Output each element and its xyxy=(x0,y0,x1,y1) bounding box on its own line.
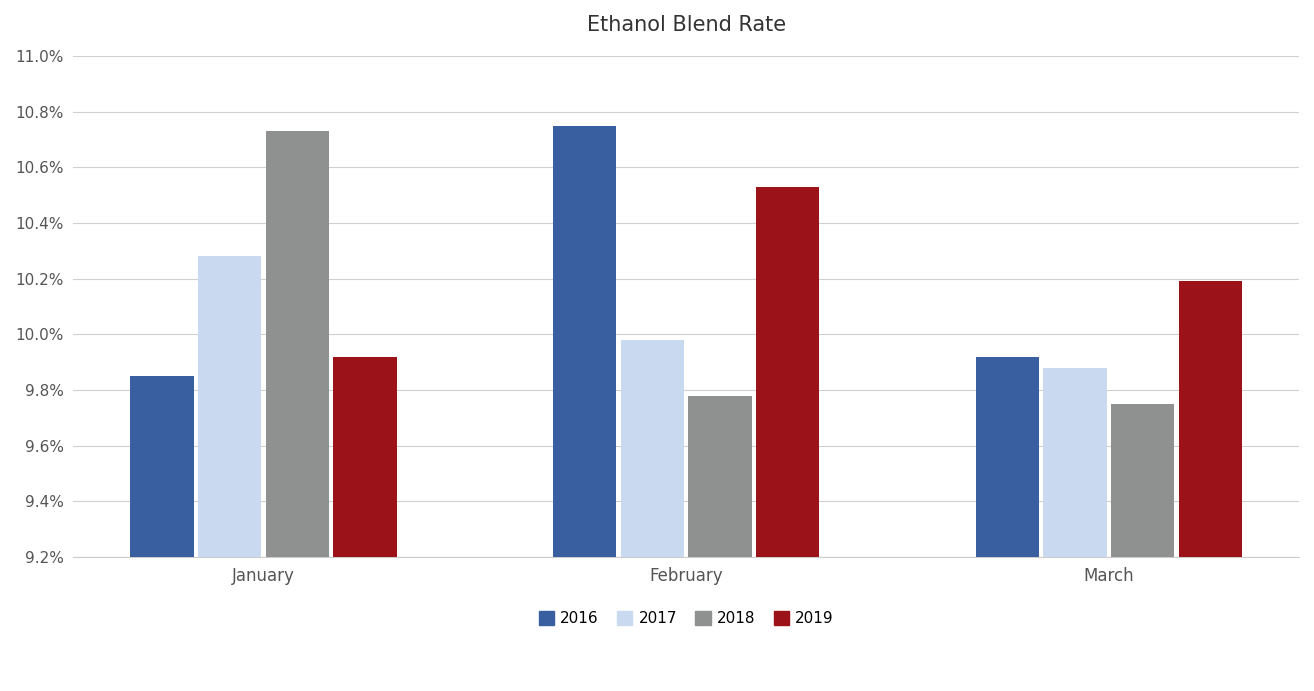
Title: Ethanol Blend Rate: Ethanol Blend Rate xyxy=(586,15,786,35)
Bar xyxy=(334,357,397,691)
Bar xyxy=(976,357,1039,691)
Bar xyxy=(198,256,261,691)
Bar xyxy=(130,376,193,691)
Bar xyxy=(689,395,752,691)
Bar xyxy=(620,340,685,691)
Bar xyxy=(265,131,328,691)
Bar xyxy=(1179,281,1242,691)
Bar xyxy=(1043,368,1106,691)
Bar xyxy=(756,187,819,691)
Legend: 2016, 2017, 2018, 2019: 2016, 2017, 2018, 2019 xyxy=(532,605,840,632)
Bar xyxy=(1110,404,1175,691)
Bar xyxy=(553,126,616,691)
